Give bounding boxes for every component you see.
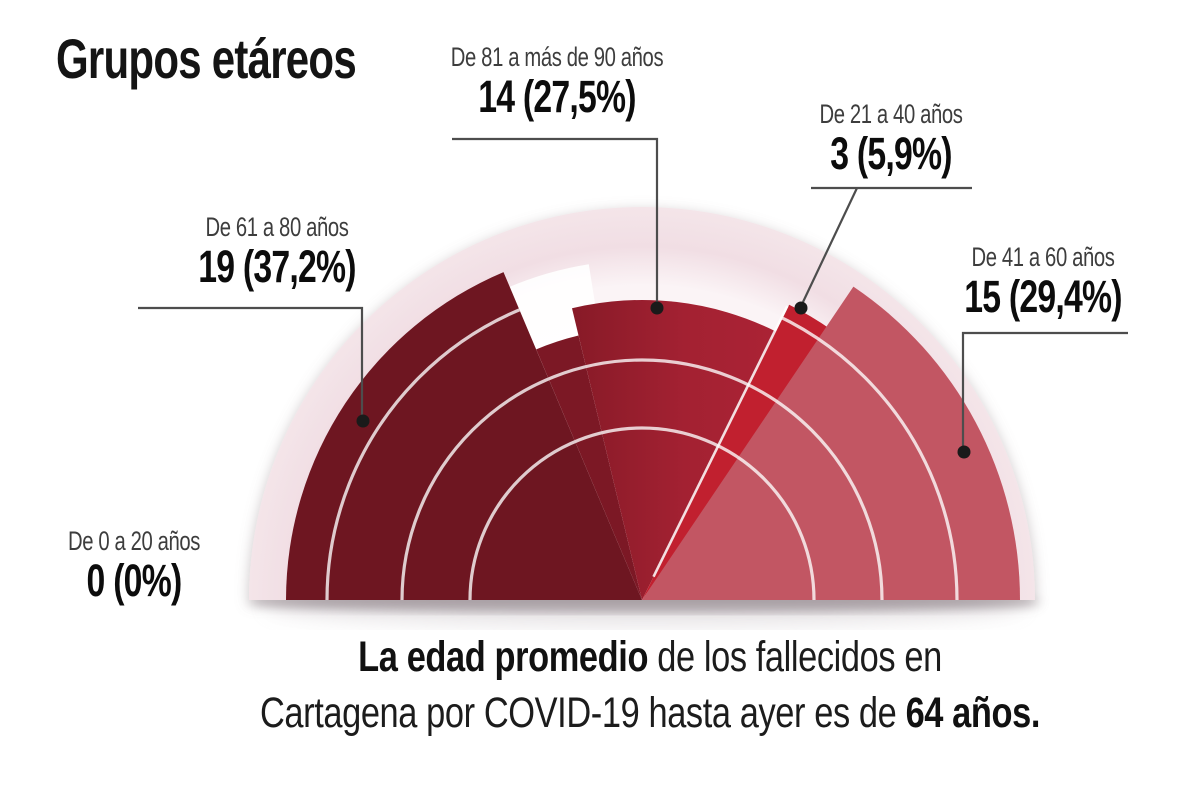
- chart-title: Grupos etáreos: [56, 27, 357, 90]
- label-41-60-range: De 41 a 60 años: [971, 242, 1115, 272]
- label-81-90: De 81 a más de 90 años 14 (27,5%): [450, 42, 664, 123]
- wedge-41-60: [642, 286, 1020, 600]
- label-41-60-value: 15 (29,4%): [964, 271, 1122, 323]
- label-81-90-value: 14 (27,5%): [478, 71, 636, 123]
- leader-81-90-line: [452, 137, 659, 302]
- leader-81-90-dot: [650, 301, 664, 315]
- wedge-overlap-band: [536, 335, 642, 600]
- label-0-20-range: De 0 a 20 años: [67, 526, 201, 556]
- label-61-80: De 61 a 80 años 19 (37,2%): [198, 212, 356, 290]
- wedge-21-40: [642, 304, 832, 600]
- ring-arc: [468, 426, 816, 600]
- caption-rest-lead: de los fallecidos en: [648, 633, 942, 681]
- leader-41-60-line: [961, 331, 1128, 446]
- leader-61-80-line: [138, 306, 364, 415]
- leader-41-60-dot: [957, 445, 971, 459]
- label-21-40: De 21 a 40 años 3 (5,9%): [820, 99, 963, 177]
- wedge-61-80: [286, 272, 642, 600]
- caption-line-1: La edad promedio de los fallecidos en: [260, 630, 1040, 686]
- label-0-20: De 0 a 20 años 0 (0%): [68, 526, 200, 604]
- caption-rest-2: Cartagena por COVID-19 hasta ayer es de: [259, 688, 906, 737]
- leader-61-80-dot: [356, 414, 370, 428]
- caption: La edad promedio de los fallecidos en Ca…: [260, 630, 1040, 742]
- label-61-80-range: De 61 a 80 años: [205, 212, 349, 242]
- label-0-20-value: 0 (0%): [86, 555, 183, 607]
- label-21-40-value: 3 (5,9%): [830, 128, 952, 180]
- ring-arc: [400, 358, 884, 600]
- label-61-80-value: 19 (37,2%): [198, 241, 356, 293]
- wedge-separator-line: [652, 305, 789, 578]
- leader-21-40-line: [802, 187, 858, 303]
- leader-21-40-dot: [794, 301, 808, 315]
- caption-line-2: Cartagena por COVID-19 hasta ayer es de …: [260, 686, 1040, 742]
- label-21-40-range: De 21 a 40 años: [819, 99, 963, 129]
- caption-bold-lead: La edad promedio: [358, 633, 649, 681]
- label-41-60: De 41 a 60 años 15 (29,4%): [964, 242, 1122, 320]
- caption-bold-2: 64 años.: [905, 688, 1041, 737]
- label-81-90-range: De 81 a más de 90 años: [450, 42, 664, 72]
